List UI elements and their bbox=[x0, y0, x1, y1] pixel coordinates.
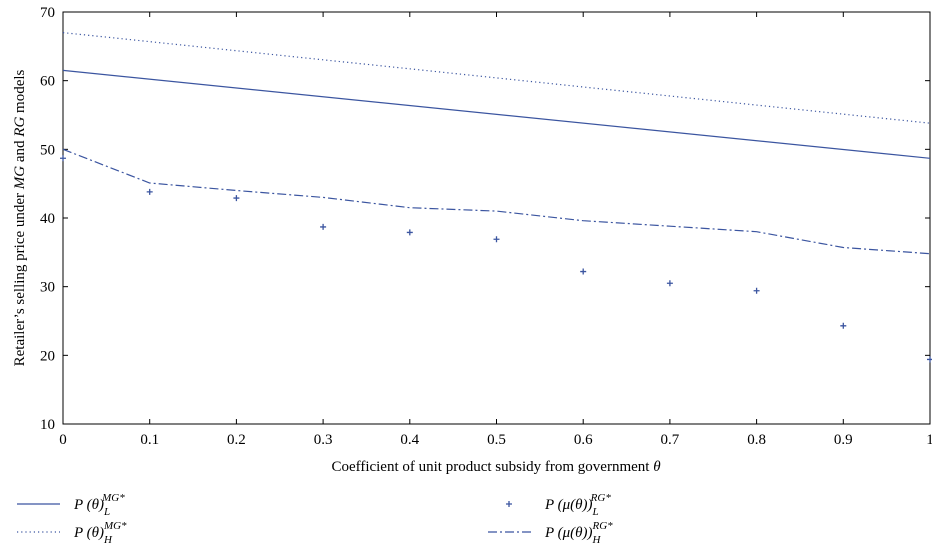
x-tick-label: 0 bbox=[59, 432, 67, 448]
x-tick-label: 0.5 bbox=[487, 432, 506, 448]
series-1-line bbox=[62, 32, 931, 124]
series-2-point bbox=[493, 236, 500, 243]
legend-item: P (θ)LMG* bbox=[17, 492, 125, 518]
x-axis-ticks: 0 0.1 0.2 0.3 0.4 0.5 0.6 0.7 0.8 0.9 1 bbox=[59, 12, 932, 448]
y-tick-label: 20 bbox=[40, 348, 55, 364]
legend-item: P (μ(θ))HRG* bbox=[488, 520, 613, 546]
series-2-point bbox=[233, 195, 240, 202]
plot-frame bbox=[62, 11, 931, 425]
legend-label: P (μ(θ))HRG* bbox=[544, 520, 613, 546]
series-2-point bbox=[840, 322, 847, 329]
y-axis-title: Retailer’s selling price under MG and RG… bbox=[12, 69, 28, 366]
x-tick-label: 0.6 bbox=[574, 432, 593, 448]
y-tick-label: 70 bbox=[40, 5, 55, 21]
series-2-point bbox=[753, 287, 760, 294]
legend-item: P (μ(θ))LRG* bbox=[506, 492, 611, 518]
legend-marker bbox=[506, 501, 512, 507]
series-2-point bbox=[320, 223, 327, 230]
x-tick-label: 0.1 bbox=[140, 432, 159, 448]
x-tick-label: 0.2 bbox=[227, 432, 246, 448]
series-3-line bbox=[62, 148, 931, 255]
x-tick-label: 0.3 bbox=[314, 432, 333, 448]
x-tick-label: 0.8 bbox=[747, 432, 766, 448]
series-2-point bbox=[927, 356, 932, 363]
y-tick-label: 40 bbox=[40, 211, 55, 227]
series-2-point bbox=[580, 268, 587, 275]
legend-label: P (θ)HMG* bbox=[73, 520, 127, 546]
y-axis-ticks: 10 20 30 40 50 60 70 bbox=[40, 5, 930, 433]
y-tick-label: 60 bbox=[40, 74, 55, 90]
legend: P (θ)LMG*P (θ)HMG* P (μ(θ))LRG*P (μ(θ))HR… bbox=[17, 492, 613, 546]
y-tick-label: 10 bbox=[40, 417, 55, 433]
series-2-point bbox=[666, 280, 673, 287]
series-2-point bbox=[406, 229, 413, 236]
series-0-line bbox=[62, 69, 931, 159]
x-tick-label: 0.7 bbox=[661, 432, 680, 448]
x-tick-label: 0.4 bbox=[400, 432, 419, 448]
series-layer bbox=[60, 32, 932, 363]
legend-label: P (μ(θ))LRG* bbox=[544, 492, 611, 518]
series-2-point bbox=[60, 155, 66, 162]
legend-label: P (θ)LMG* bbox=[73, 492, 125, 518]
x-axis-title: Coefficient of unit product subsidy from… bbox=[331, 459, 661, 475]
y-tick-label: 50 bbox=[40, 142, 55, 158]
legend-item: P (θ)HMG* bbox=[17, 520, 127, 546]
x-tick-label: 1 bbox=[926, 432, 932, 448]
x-tick-label: 0.9 bbox=[834, 432, 853, 448]
y-tick-label: 30 bbox=[40, 280, 55, 296]
series-2-point bbox=[146, 188, 153, 195]
